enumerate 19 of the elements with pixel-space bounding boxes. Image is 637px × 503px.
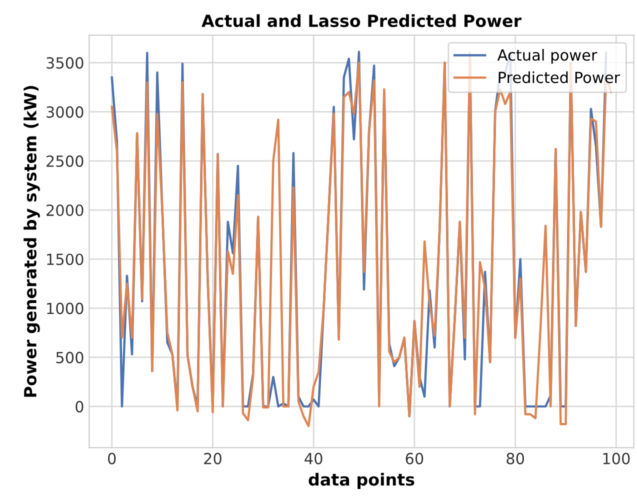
y-tick-label: 3500	[46, 57, 84, 69]
x-tick-label: 20	[204, 452, 222, 464]
y-tick-label: 3000	[46, 106, 84, 118]
y-tick-label: 2500	[46, 155, 84, 167]
y-axis-title: Power generated by system (kW)	[24, 86, 40, 397]
x-tick-label: 100	[603, 452, 630, 464]
legend-label: Actual power	[497, 48, 598, 64]
y-tick-label: 2000	[46, 204, 84, 216]
x-tick-label: 0	[108, 452, 116, 464]
x-tick-label: 80	[506, 452, 524, 464]
y-tick-label: 0	[76, 400, 84, 412]
y-tick-label: 500	[56, 352, 84, 364]
x-tick-label: 60	[406, 452, 424, 464]
y-tick-label: 1000	[47, 302, 84, 314]
legend-label: Predicted Power	[498, 71, 620, 84]
x-axis-title: data points	[308, 472, 414, 490]
chart-title: Actual and Lasso Predicted Power	[202, 14, 522, 28]
x-tick-label: 40	[304, 452, 322, 464]
y-tick-label: 1500	[47, 254, 84, 266]
